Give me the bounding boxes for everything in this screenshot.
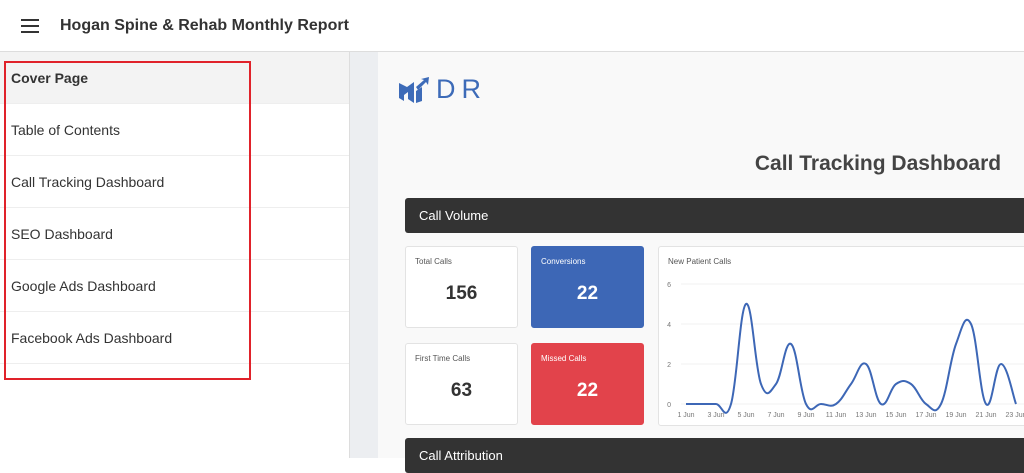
x-tick-label: 11 Jun	[826, 412, 847, 419]
y-tick-label: 6	[667, 282, 671, 289]
app-header: Hogan Spine & Rehab Monthly Report	[0, 0, 1024, 52]
sidebar: Cover Page Table of Contents Call Tracki…	[0, 52, 350, 458]
report-title: Hogan Spine & Rehab Monthly Report	[60, 17, 349, 35]
x-tick-label: 7 Jun	[767, 412, 784, 419]
sidebar-item-facebook-ads[interactable]: Facebook Ads Dashboard	[0, 312, 349, 364]
x-tick-label: 9 Jun	[797, 412, 814, 419]
missed-calls-card: Missed Calls 22	[531, 343, 644, 425]
series-line-new-patient-calls	[686, 304, 1016, 413]
line-chart: New Patient Calls 0 2 4 6 1 Jun 3 Jun 5 Jun 7 Ju…	[659, 247, 1024, 427]
scroll-gutter	[350, 52, 378, 458]
new-patient-calls-chart: New Patient Calls 0 2 4 6 1 Jun 3 Jun 5 Jun 7 Ju…	[658, 246, 1024, 426]
hamburger-menu-icon[interactable]	[21, 19, 39, 33]
sidebar-item-seo[interactable]: SEO Dashboard	[0, 208, 349, 260]
y-tick-label: 2	[667, 362, 671, 369]
logo: DR	[398, 74, 487, 105]
first-time-calls-card: First Time Calls 63	[405, 343, 518, 425]
x-tick-label: 17 Jun	[915, 412, 936, 419]
y-tick-label: 4	[667, 322, 671, 329]
sidebar-item-google-ads[interactable]: Google Ads Dashboard	[0, 260, 349, 312]
x-tick-label: 21 Jun	[975, 412, 996, 419]
conversions-card: Conversions 22	[531, 246, 644, 328]
x-tick-label: 3 Jun	[707, 412, 724, 419]
x-tick-label: 23 Jun	[1005, 412, 1024, 419]
section-header-call-volume: Call Volume	[405, 198, 1024, 233]
x-tick-label: 13 Jun	[855, 412, 876, 419]
x-tick-label: 15 Jun	[885, 412, 906, 419]
total-calls-card: Total Calls 156	[405, 246, 518, 328]
dashboard-title: Call Tracking Dashboard	[378, 152, 1024, 176]
chart-title: New Patient Calls	[668, 257, 731, 266]
section-header-call-attribution: Call Attribution	[405, 438, 1024, 473]
sidebar-item-table-of-contents[interactable]: Table of Contents	[0, 104, 349, 156]
x-tick-label: 5 Jun	[737, 412, 754, 419]
x-tick-label: 1 Jun	[677, 412, 694, 419]
sidebar-item-call-tracking[interactable]: Call Tracking Dashboard	[0, 156, 349, 208]
y-tick-label: 0	[667, 402, 671, 409]
x-tick-label: 19 Jun	[945, 412, 966, 419]
logo-mark-icon	[398, 77, 430, 103]
sidebar-item-cover-page[interactable]: Cover Page	[0, 52, 349, 104]
report-page: DR Call Tracking Dashboard Call Volume T…	[378, 52, 1024, 458]
